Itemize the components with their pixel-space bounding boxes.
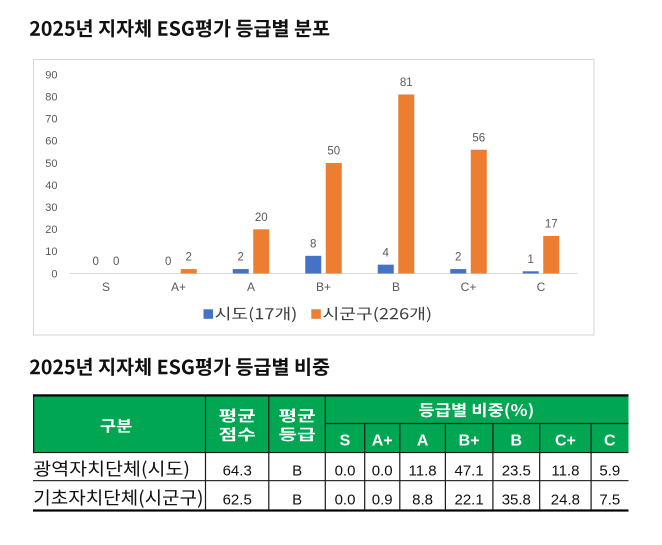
svg-text:23.5: 23.5	[502, 462, 531, 479]
svg-text:0: 0	[113, 256, 119, 268]
svg-text:B: B	[511, 433, 523, 450]
svg-text:C+: C+	[461, 280, 477, 294]
svg-text:22.1: 22.1	[454, 491, 483, 508]
svg-text:B: B	[392, 280, 400, 294]
svg-text:30: 30	[45, 202, 57, 214]
svg-text:B+: B+	[316, 280, 331, 294]
svg-text:A: A	[417, 433, 429, 450]
svg-text:0.0: 0.0	[372, 462, 393, 479]
svg-text:0.0: 0.0	[335, 462, 356, 479]
svg-text:8.8: 8.8	[412, 491, 433, 508]
svg-text:C: C	[537, 280, 546, 294]
svg-text:B+: B+	[459, 433, 480, 450]
svg-text:5.9: 5.9	[599, 462, 620, 479]
svg-text:0.0: 0.0	[335, 491, 356, 508]
svg-text:0.9: 0.9	[372, 491, 393, 508]
svg-text:A+: A+	[372, 433, 393, 450]
svg-text:0: 0	[165, 256, 171, 268]
svg-text:10: 10	[45, 246, 57, 258]
svg-text:B: B	[292, 491, 302, 508]
svg-text:1: 1	[528, 254, 534, 266]
svg-text:90: 90	[45, 69, 57, 81]
svg-text:8: 8	[310, 238, 316, 250]
svg-text:50: 50	[327, 146, 340, 158]
svg-text:80: 80	[45, 92, 57, 104]
svg-text:C+: C+	[555, 433, 576, 450]
svg-text:70: 70	[45, 114, 57, 126]
svg-text:2: 2	[455, 252, 461, 264]
svg-text:35.8: 35.8	[502, 491, 531, 508]
svg-text:0: 0	[51, 268, 57, 280]
svg-text:20: 20	[255, 212, 268, 224]
svg-text:17: 17	[545, 219, 558, 231]
svg-text:47.1: 47.1	[454, 462, 483, 479]
svg-text:7.5: 7.5	[599, 491, 620, 508]
svg-text:2: 2	[186, 252, 192, 264]
svg-text:2: 2	[238, 252, 244, 264]
svg-text:C: C	[604, 433, 616, 450]
svg-text:40: 40	[45, 180, 57, 192]
svg-text:20: 20	[45, 224, 57, 236]
svg-text:64.3: 64.3	[223, 462, 252, 479]
svg-text:56: 56	[472, 132, 485, 144]
svg-text:60: 60	[45, 136, 57, 148]
svg-text:S: S	[340, 433, 351, 450]
svg-text:4: 4	[383, 247, 390, 259]
svg-text:A: A	[247, 280, 255, 294]
svg-text:B: B	[292, 462, 302, 479]
svg-text:24.8: 24.8	[551, 491, 580, 508]
svg-text:11.8: 11.8	[409, 462, 437, 479]
svg-text:62.5: 62.5	[223, 491, 252, 508]
svg-text:A+: A+	[171, 280, 186, 294]
svg-text:S: S	[102, 280, 110, 294]
svg-text:0: 0	[93, 256, 99, 268]
svg-text:81: 81	[400, 77, 413, 89]
svg-text:50: 50	[45, 158, 57, 170]
svg-text:11.8: 11.8	[551, 462, 579, 479]
